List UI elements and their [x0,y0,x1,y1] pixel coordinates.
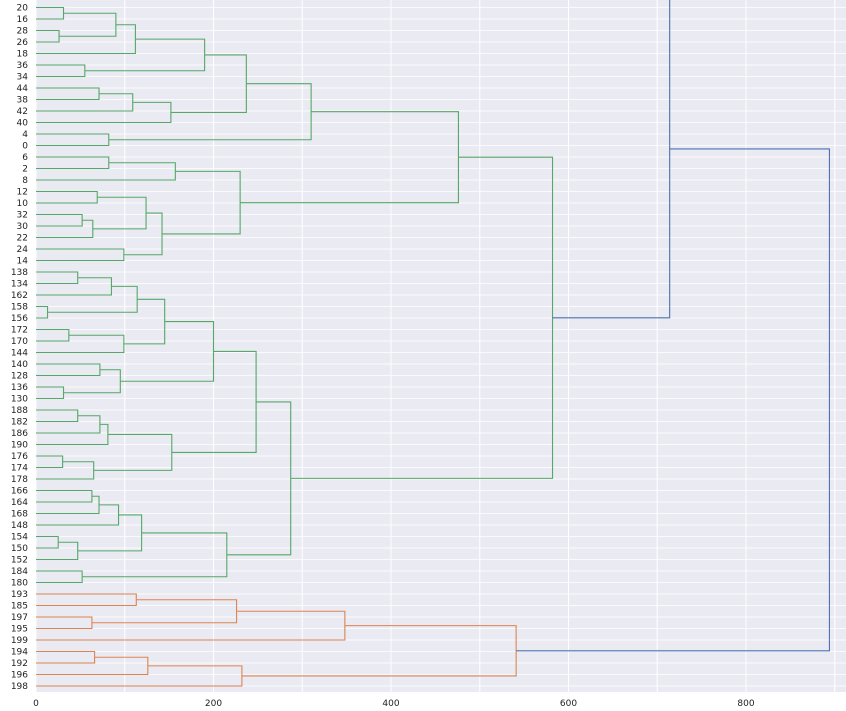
leaf-label: 10 [17,199,29,209]
leaf-label: 24 [17,245,29,255]
x-tick-label: 0 [33,699,39,709]
leaf-label: 34 [17,73,29,83]
leaf-label: 8 [22,176,28,186]
leaf-label: 36 [17,61,29,71]
leaf-label: 192 [11,659,28,669]
x-tick-label: 600 [560,699,577,709]
leaf-label: 198 [11,682,28,692]
leaf-label: 26 [17,38,29,48]
leaf-label: 199 [11,636,28,646]
dendrogram-link [170,54,247,113]
leaf-label: 148 [11,521,28,531]
leaf-label: 42 [17,107,28,117]
dendrogram-link [36,504,120,526]
leaf-label: 158 [11,303,28,313]
plot-area [36,0,846,692]
leaf-label: 144 [11,349,28,359]
leaf-label: 128 [11,372,28,382]
dendrogram-link [226,401,292,556]
leaf-label: 168 [11,510,28,520]
leaf-label: 22 [17,234,28,244]
leaf-label: 138 [11,268,28,278]
leaf-label: 2 [22,165,28,175]
leaf-label: 186 [11,429,28,439]
leaf-label: 30 [17,222,29,232]
x-tick-label: 800 [737,699,754,709]
leaf-label: 166 [11,487,28,497]
x-axis-ticks: 0 200 400 600 800 [33,699,755,709]
leaf-label: 178 [11,475,28,485]
leaf-label: 20 [17,4,29,14]
leaf-label: 188 [11,406,28,416]
leaf-label: 195 [11,625,28,635]
leaf-labels: 2016282618363444384240406281210323022241… [11,4,28,693]
leaf-label: 170 [11,337,28,347]
leaf-label: 184 [11,567,28,577]
leaf-label: 164 [11,498,28,508]
leaf-label: 185 [11,602,28,612]
leaf-label: 40 [17,119,29,129]
leaf-label: 193 [11,590,28,600]
leaf-label: 16 [17,15,29,25]
leaf-label: 180 [11,579,28,589]
leaf-label: 196 [11,671,28,681]
leaf-label: 38 [17,96,29,106]
leaf-label: 156 [11,314,28,324]
leaf-label: 150 [11,544,28,554]
leaf-label: 12 [17,188,28,198]
dendrogram-links [36,0,830,687]
x-tick-label: 200 [205,699,222,709]
leaf-label: 18 [17,50,29,60]
leaf-label: 176 [11,452,28,462]
leaf-label: 6 [22,153,28,163]
leaf-label: 140 [11,360,28,370]
grid-lines [35,0,846,692]
dendrogram-link [36,423,109,446]
leaf-label: 130 [11,395,28,405]
leaf-label: 197 [11,613,28,623]
leaf-label: 182 [11,418,28,428]
leaf-label: 136 [11,383,28,393]
x-tick-label: 400 [382,699,399,709]
leaf-label: 44 [17,84,29,94]
leaf-label: 4 [22,130,28,140]
leaf-label: 194 [11,648,28,658]
leaf-label: 190 [11,441,28,451]
leaf-label: 152 [11,556,28,566]
leaf-label: 0 [22,142,28,152]
leaf-label: 162 [11,291,28,301]
dendrogram-link [552,0,671,319]
dendrogram-link [36,162,176,181]
leaf-label: 14 [17,257,29,267]
leaf-label: 174 [11,464,28,474]
dendrogram-link [516,148,830,652]
leaf-label: 32 [17,211,28,221]
leaf-label: 28 [17,27,29,37]
leaf-label: 154 [11,533,28,543]
leaf-label: 172 [11,326,28,336]
leaf-label: 134 [11,280,28,290]
